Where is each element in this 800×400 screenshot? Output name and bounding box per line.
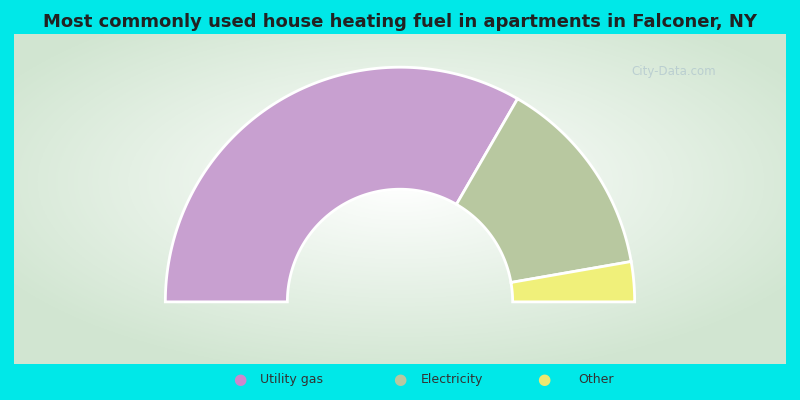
Text: Utility gas: Utility gas [261, 373, 323, 386]
Text: ●: ● [234, 372, 246, 387]
Text: Most commonly used house heating fuel in apartments in Falconer, NY: Most commonly used house heating fuel in… [43, 13, 757, 31]
Text: ●: ● [538, 372, 550, 387]
Polygon shape [457, 99, 631, 282]
Polygon shape [511, 262, 634, 302]
Text: City-Data.com: City-Data.com [631, 66, 716, 78]
Text: Electricity: Electricity [421, 373, 483, 386]
Polygon shape [166, 67, 518, 302]
Text: ●: ● [394, 372, 406, 387]
Text: Other: Other [578, 373, 614, 386]
